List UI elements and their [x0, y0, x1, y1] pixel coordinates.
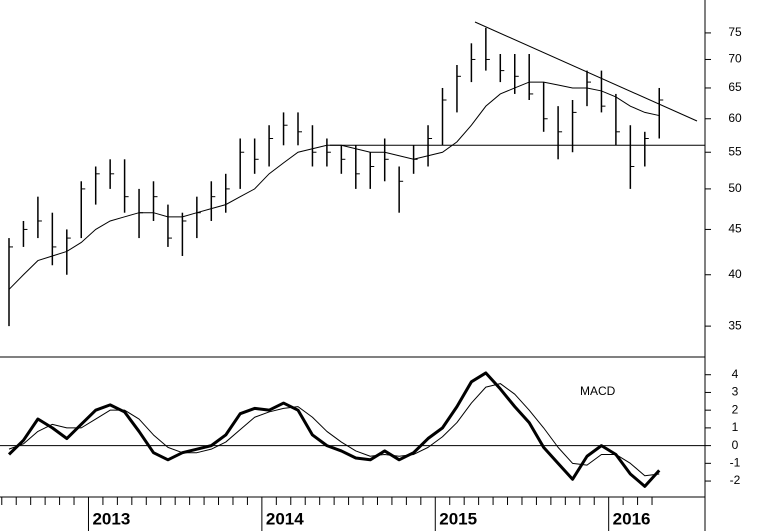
y-tick-label: 0	[732, 438, 739, 452]
y-tick-label: 65	[728, 80, 742, 94]
y-tick-label: 35	[728, 318, 742, 332]
y-tick-label: 55	[728, 144, 742, 158]
x-tick-label: 2013	[92, 509, 130, 528]
y-tick-label: 40	[728, 267, 742, 281]
y-tick-label: 60	[728, 111, 742, 125]
macd-label: MACD	[580, 384, 616, 398]
y-tick-label: 45	[728, 222, 742, 236]
y-tick-label: 70	[728, 52, 742, 66]
y-tick-label: 4	[732, 367, 739, 381]
moving-average	[8, 81, 660, 290]
y-tick-label: -2	[730, 473, 741, 487]
x-tick-label: 2014	[266, 509, 304, 528]
signal-line	[8, 383, 660, 477]
y-tick-label: 50	[728, 181, 742, 195]
y-tick-label: 3	[732, 385, 739, 399]
y-tick-label: 75	[728, 25, 742, 39]
x-tick-label: 2016	[613, 509, 651, 528]
macd-line	[7, 371, 661, 488]
x-tick-label: 2015	[439, 509, 477, 528]
y-tick-label: -1	[730, 456, 741, 470]
y-tick-label: 1	[732, 420, 739, 434]
y-tick-label: 2	[732, 402, 739, 416]
